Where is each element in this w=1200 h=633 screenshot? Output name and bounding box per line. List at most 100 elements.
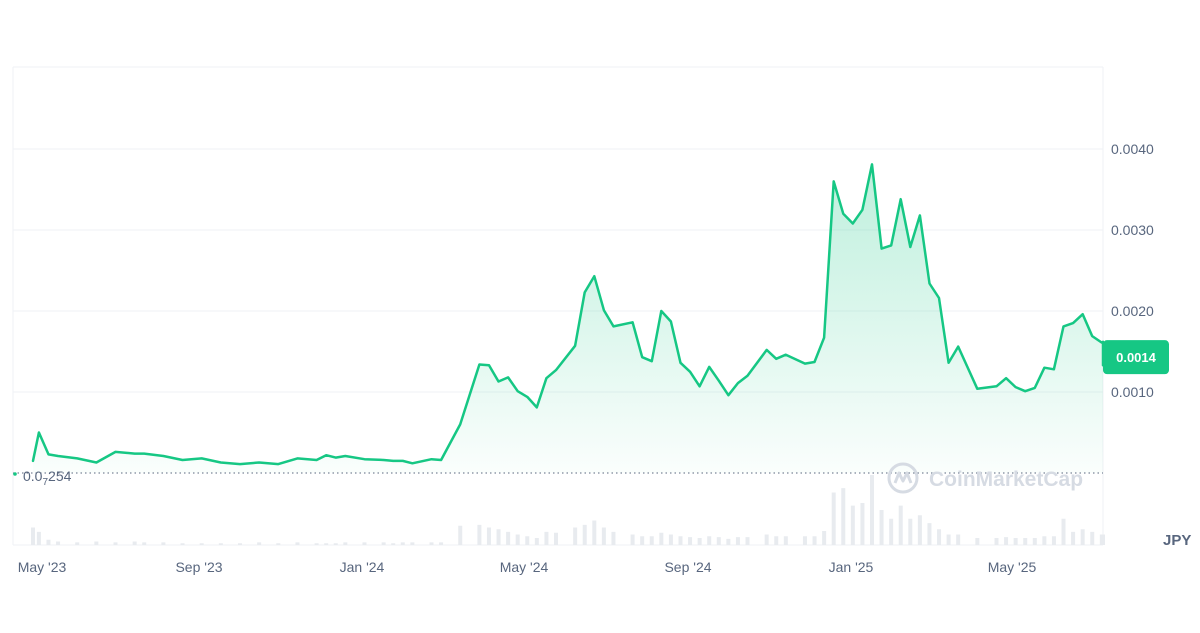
volume-bar	[238, 543, 242, 545]
volume-bar	[640, 536, 644, 545]
current-price-text: 0.0014	[1116, 350, 1157, 365]
volume-bar	[784, 536, 788, 545]
volume-bar	[439, 542, 443, 545]
volume-bar	[707, 536, 711, 545]
volume-bar	[698, 538, 702, 545]
watermark-text: CoinMarketCap	[929, 468, 1083, 491]
volume-bar	[31, 528, 35, 546]
volume-bar	[1081, 529, 1085, 545]
volume-bar	[937, 529, 941, 545]
volume-bar	[200, 543, 204, 545]
volume-bar	[918, 515, 922, 545]
volume-bar	[736, 537, 740, 545]
volume-bar	[181, 543, 185, 545]
volume-bar	[219, 543, 223, 545]
x-tick-label: Sep '24	[664, 559, 711, 575]
volume-bar	[525, 536, 529, 545]
volume-bar	[908, 519, 912, 545]
volume-bar	[56, 542, 60, 546]
volume-bar	[803, 536, 807, 545]
volume-bar	[1023, 538, 1027, 545]
volume-bar	[477, 525, 481, 545]
volume-bar	[257, 542, 261, 545]
volume-bar	[956, 535, 960, 546]
baseline-label-prefix: 0.0	[23, 468, 43, 484]
volume-bar	[813, 536, 817, 545]
volume-bar	[1033, 538, 1037, 545]
volume-bar	[841, 488, 845, 545]
x-tick-label: May '25	[988, 559, 1037, 575]
volume-bar	[688, 537, 692, 545]
volume-bar	[410, 542, 414, 545]
volume-bar	[506, 532, 510, 545]
volume-bar	[573, 528, 577, 546]
volume-bar	[458, 526, 462, 545]
volume-bar	[1004, 537, 1008, 545]
volume-bar	[650, 536, 654, 545]
y-tick-label: 0.0020	[1111, 303, 1154, 319]
volume-bar	[430, 542, 434, 545]
volume-bar	[46, 540, 50, 545]
volume-bar	[899, 506, 903, 545]
volume-bar	[669, 535, 673, 546]
volume-bar	[315, 543, 319, 545]
volume-bar	[860, 503, 864, 545]
volume-bar	[631, 535, 635, 546]
volume-bar	[717, 537, 721, 545]
volume-bar	[114, 542, 118, 545]
volume-bar	[1042, 536, 1046, 545]
volume-bar	[343, 542, 347, 545]
volume-bar	[602, 528, 606, 546]
volume-bar	[391, 543, 395, 545]
volume-bar	[947, 535, 951, 546]
y-tick-label: 0.0010	[1111, 384, 1154, 400]
volume-bar	[94, 542, 98, 546]
baseline-label-suffix: 254	[48, 468, 72, 484]
x-tick-label: May '24	[500, 559, 549, 575]
volume-bar	[832, 493, 836, 546]
volume-bar	[544, 532, 548, 545]
volume-bar	[870, 475, 874, 545]
volume-bar	[362, 542, 366, 545]
baseline-marker	[13, 472, 17, 476]
volume-bar	[774, 536, 778, 545]
x-tick-label: Jan '24	[340, 559, 385, 575]
volume-bar	[611, 532, 615, 545]
volume-bar	[142, 542, 146, 545]
current-price-badge: 0.0014	[1103, 340, 1169, 374]
volume-bar	[516, 535, 520, 546]
volume-bar	[1090, 532, 1094, 545]
x-tick-label: Jan '25	[829, 559, 874, 575]
volume-bar	[583, 525, 587, 545]
volume-bar	[535, 538, 539, 545]
volume-bar	[678, 536, 682, 545]
volume-bar	[382, 542, 386, 545]
volume-bar	[822, 531, 826, 545]
volume-bar	[726, 539, 730, 545]
volume-bar	[276, 543, 280, 545]
volume-bar	[889, 519, 893, 545]
volume-bar	[133, 542, 137, 546]
volume-bar	[592, 521, 596, 546]
volume-bar	[37, 532, 41, 545]
volume-bar	[334, 543, 338, 545]
x-tick-label: Sep '23	[175, 559, 222, 575]
volume-bar	[1071, 532, 1075, 545]
volume-bar	[487, 528, 491, 546]
volume-bar	[927, 523, 931, 545]
volume-bar	[659, 533, 663, 545]
coinmarketcap-logo-mark	[895, 473, 911, 483]
volume-bar	[295, 542, 299, 545]
volume-bar	[324, 543, 328, 545]
x-tick-label: May '23	[18, 559, 67, 575]
volume-bar	[497, 529, 501, 545]
y-tick-label: 0.0040	[1111, 141, 1154, 157]
volume-bar	[746, 537, 750, 545]
volume-bar	[554, 533, 558, 545]
volume-bar	[401, 542, 405, 545]
volume-bar	[994, 538, 998, 545]
y-tick-label: 0.0030	[1111, 222, 1154, 238]
volume-bar	[1101, 537, 1105, 545]
